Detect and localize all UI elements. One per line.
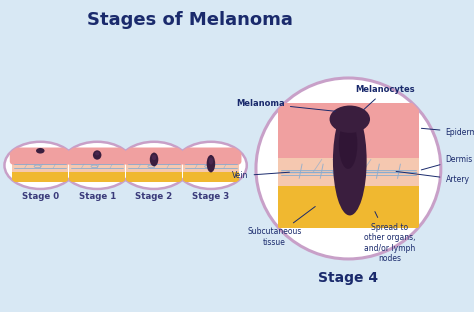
Text: Spread to
other organs,
and/or lymph
nodes: Spread to other organs, and/or lymph nod…	[364, 212, 416, 263]
Ellipse shape	[150, 153, 158, 166]
FancyBboxPatch shape	[69, 172, 125, 182]
Text: Dermis: Dermis	[421, 155, 473, 170]
FancyBboxPatch shape	[67, 148, 128, 165]
Bar	[278, 158, 419, 186]
FancyBboxPatch shape	[126, 172, 182, 182]
Text: Vein: Vein	[232, 171, 290, 180]
FancyBboxPatch shape	[12, 172, 68, 182]
Ellipse shape	[61, 142, 133, 189]
Text: Stage 3: Stage 3	[192, 192, 229, 201]
Ellipse shape	[209, 158, 213, 164]
Bar	[126, 163, 182, 172]
Text: Stage 4: Stage 4	[319, 271, 378, 285]
Bar	[278, 103, 419, 158]
Text: Stage 1: Stage 1	[79, 192, 116, 201]
Ellipse shape	[118, 142, 190, 189]
Bar	[69, 163, 125, 172]
Text: Artery: Artery	[396, 171, 469, 184]
Text: Stage 0: Stage 0	[22, 192, 59, 201]
Text: Stage 2: Stage 2	[136, 192, 173, 201]
Ellipse shape	[152, 155, 156, 160]
Text: Melanoma: Melanoma	[236, 99, 335, 111]
Text: Stages of Melanoma: Stages of Melanoma	[87, 11, 292, 29]
Text: Epidermis: Epidermis	[421, 128, 474, 137]
Ellipse shape	[333, 106, 367, 216]
Bar	[12, 163, 68, 172]
Ellipse shape	[207, 155, 215, 173]
Ellipse shape	[339, 120, 357, 169]
Bar	[183, 163, 239, 172]
Text: Melanocytes: Melanocytes	[356, 85, 415, 110]
Bar	[278, 186, 419, 228]
FancyBboxPatch shape	[181, 148, 241, 165]
Ellipse shape	[36, 148, 45, 154]
Ellipse shape	[256, 78, 441, 259]
FancyBboxPatch shape	[10, 148, 71, 165]
FancyBboxPatch shape	[183, 172, 239, 182]
Ellipse shape	[95, 152, 99, 155]
Text: Subcutaneous
tissue: Subcutaneous tissue	[247, 207, 315, 247]
Ellipse shape	[4, 142, 76, 189]
Ellipse shape	[329, 105, 370, 133]
Ellipse shape	[93, 150, 101, 160]
FancyBboxPatch shape	[124, 148, 184, 165]
Ellipse shape	[175, 142, 247, 189]
